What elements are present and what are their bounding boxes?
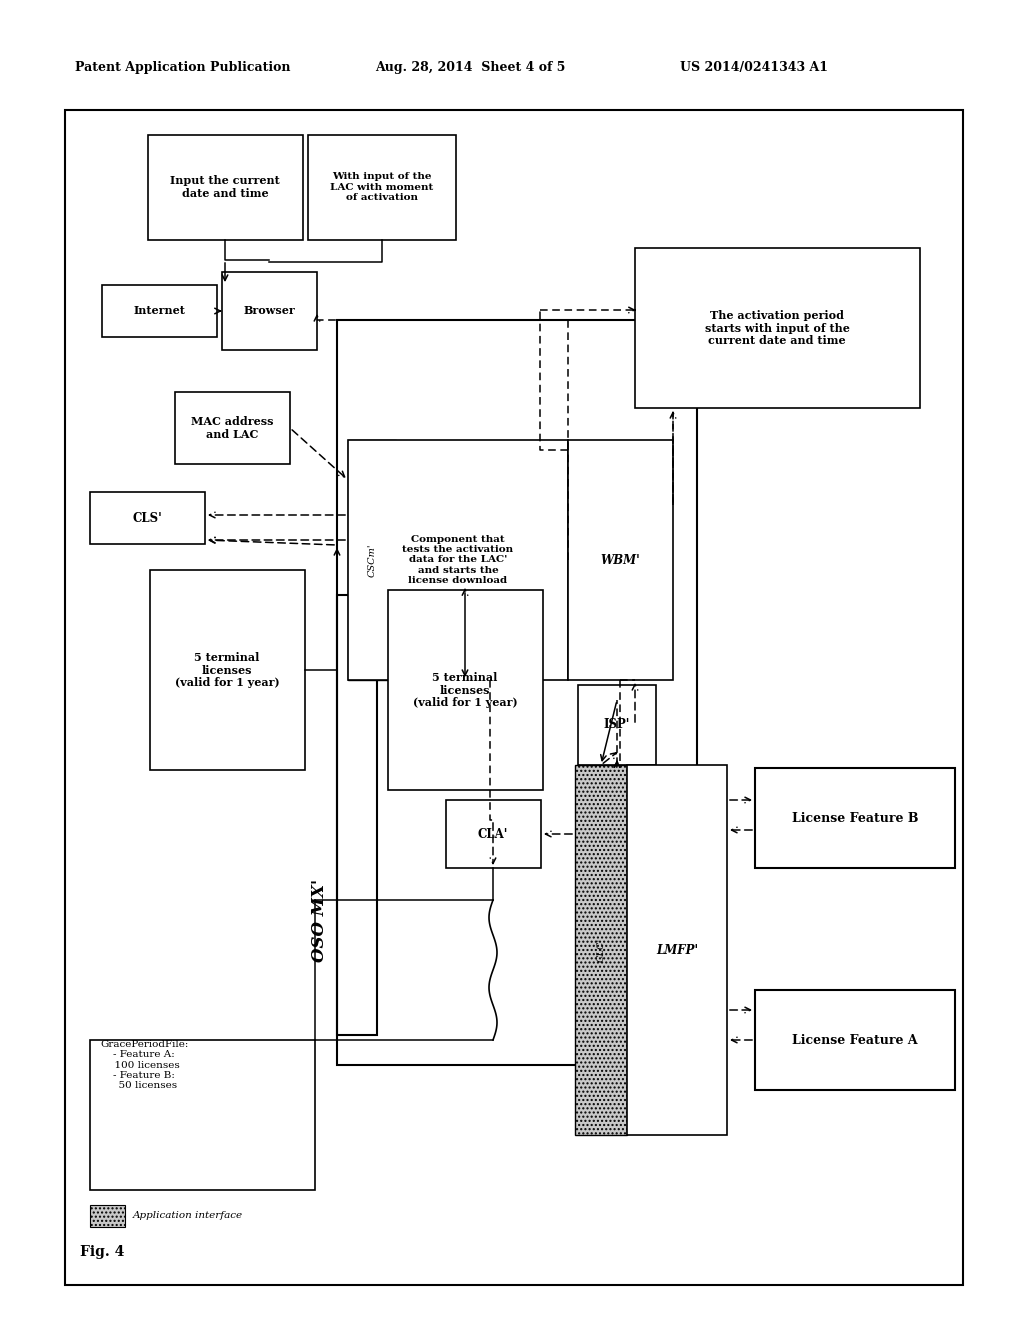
- Text: Internet: Internet: [133, 305, 185, 317]
- Bar: [755, 990, 955, 1090]
- Bar: [568, 440, 673, 680]
- Bar: [388, 590, 543, 789]
- Text: 5 terminal
licenses
(valid for 1 year): 5 terminal licenses (valid for 1 year): [413, 672, 517, 709]
- Text: CSCm': CSCm': [368, 544, 377, 577]
- Bar: [308, 135, 456, 240]
- Text: ISP': ISP': [604, 718, 630, 731]
- Text: LMFP': LMFP': [656, 944, 698, 957]
- Text: Patent Application Publication: Patent Application Publication: [75, 62, 291, 74]
- Text: US 2014/0241343 A1: US 2014/0241343 A1: [680, 62, 828, 74]
- Text: MAC address
and LAC: MAC address and LAC: [190, 416, 273, 440]
- Text: Browser: Browser: [243, 305, 295, 317]
- Text: CLC': CLC': [597, 939, 605, 962]
- Bar: [578, 685, 656, 766]
- Bar: [627, 766, 727, 1135]
- Bar: [755, 768, 955, 869]
- Bar: [446, 800, 541, 869]
- Bar: [348, 440, 568, 680]
- Text: WBM': WBM': [600, 553, 640, 566]
- Bar: [175, 392, 290, 465]
- Text: CLS': CLS': [132, 511, 162, 524]
- Text: The activation period
starts with input of the
current date and time: The activation period starts with input …: [705, 310, 850, 346]
- Text: OSO MX': OSO MX': [311, 878, 329, 961]
- Bar: [222, 272, 317, 350]
- Text: With input of the
LAC with moment
of activation: With input of the LAC with moment of act…: [331, 172, 433, 202]
- Bar: [65, 110, 963, 1284]
- Bar: [102, 285, 217, 337]
- Text: License Feature B: License Feature B: [792, 812, 919, 825]
- Text: Fig. 4: Fig. 4: [80, 1245, 124, 1259]
- Bar: [348, 440, 396, 680]
- Text: Aug. 28, 2014  Sheet 4 of 5: Aug. 28, 2014 Sheet 4 of 5: [375, 62, 565, 74]
- Text: 5 terminal
licenses
(valid for 1 year): 5 terminal licenses (valid for 1 year): [175, 652, 280, 688]
- Bar: [337, 319, 697, 1065]
- Bar: [575, 766, 627, 1135]
- Text: License Feature A: License Feature A: [793, 1034, 918, 1047]
- Text: CLA': CLA': [478, 828, 508, 841]
- Text: Input the current
date and time: Input the current date and time: [170, 176, 280, 199]
- Bar: [150, 570, 305, 770]
- Bar: [90, 492, 205, 544]
- Bar: [90, 1205, 125, 1228]
- Text: GracePeriodFile:
- Feature A:
  100 licenses
- Feature B:
  50 licenses: GracePeriodFile: - Feature A: 100 licens…: [100, 1040, 188, 1090]
- Text: Application interface: Application interface: [133, 1212, 243, 1221]
- Bar: [90, 1040, 315, 1191]
- Bar: [337, 595, 377, 1035]
- Bar: [635, 248, 920, 408]
- Text: Component that
tests the activation
data for the LAC'
and starts the
license dow: Component that tests the activation data…: [402, 535, 514, 585]
- Bar: [148, 135, 303, 240]
